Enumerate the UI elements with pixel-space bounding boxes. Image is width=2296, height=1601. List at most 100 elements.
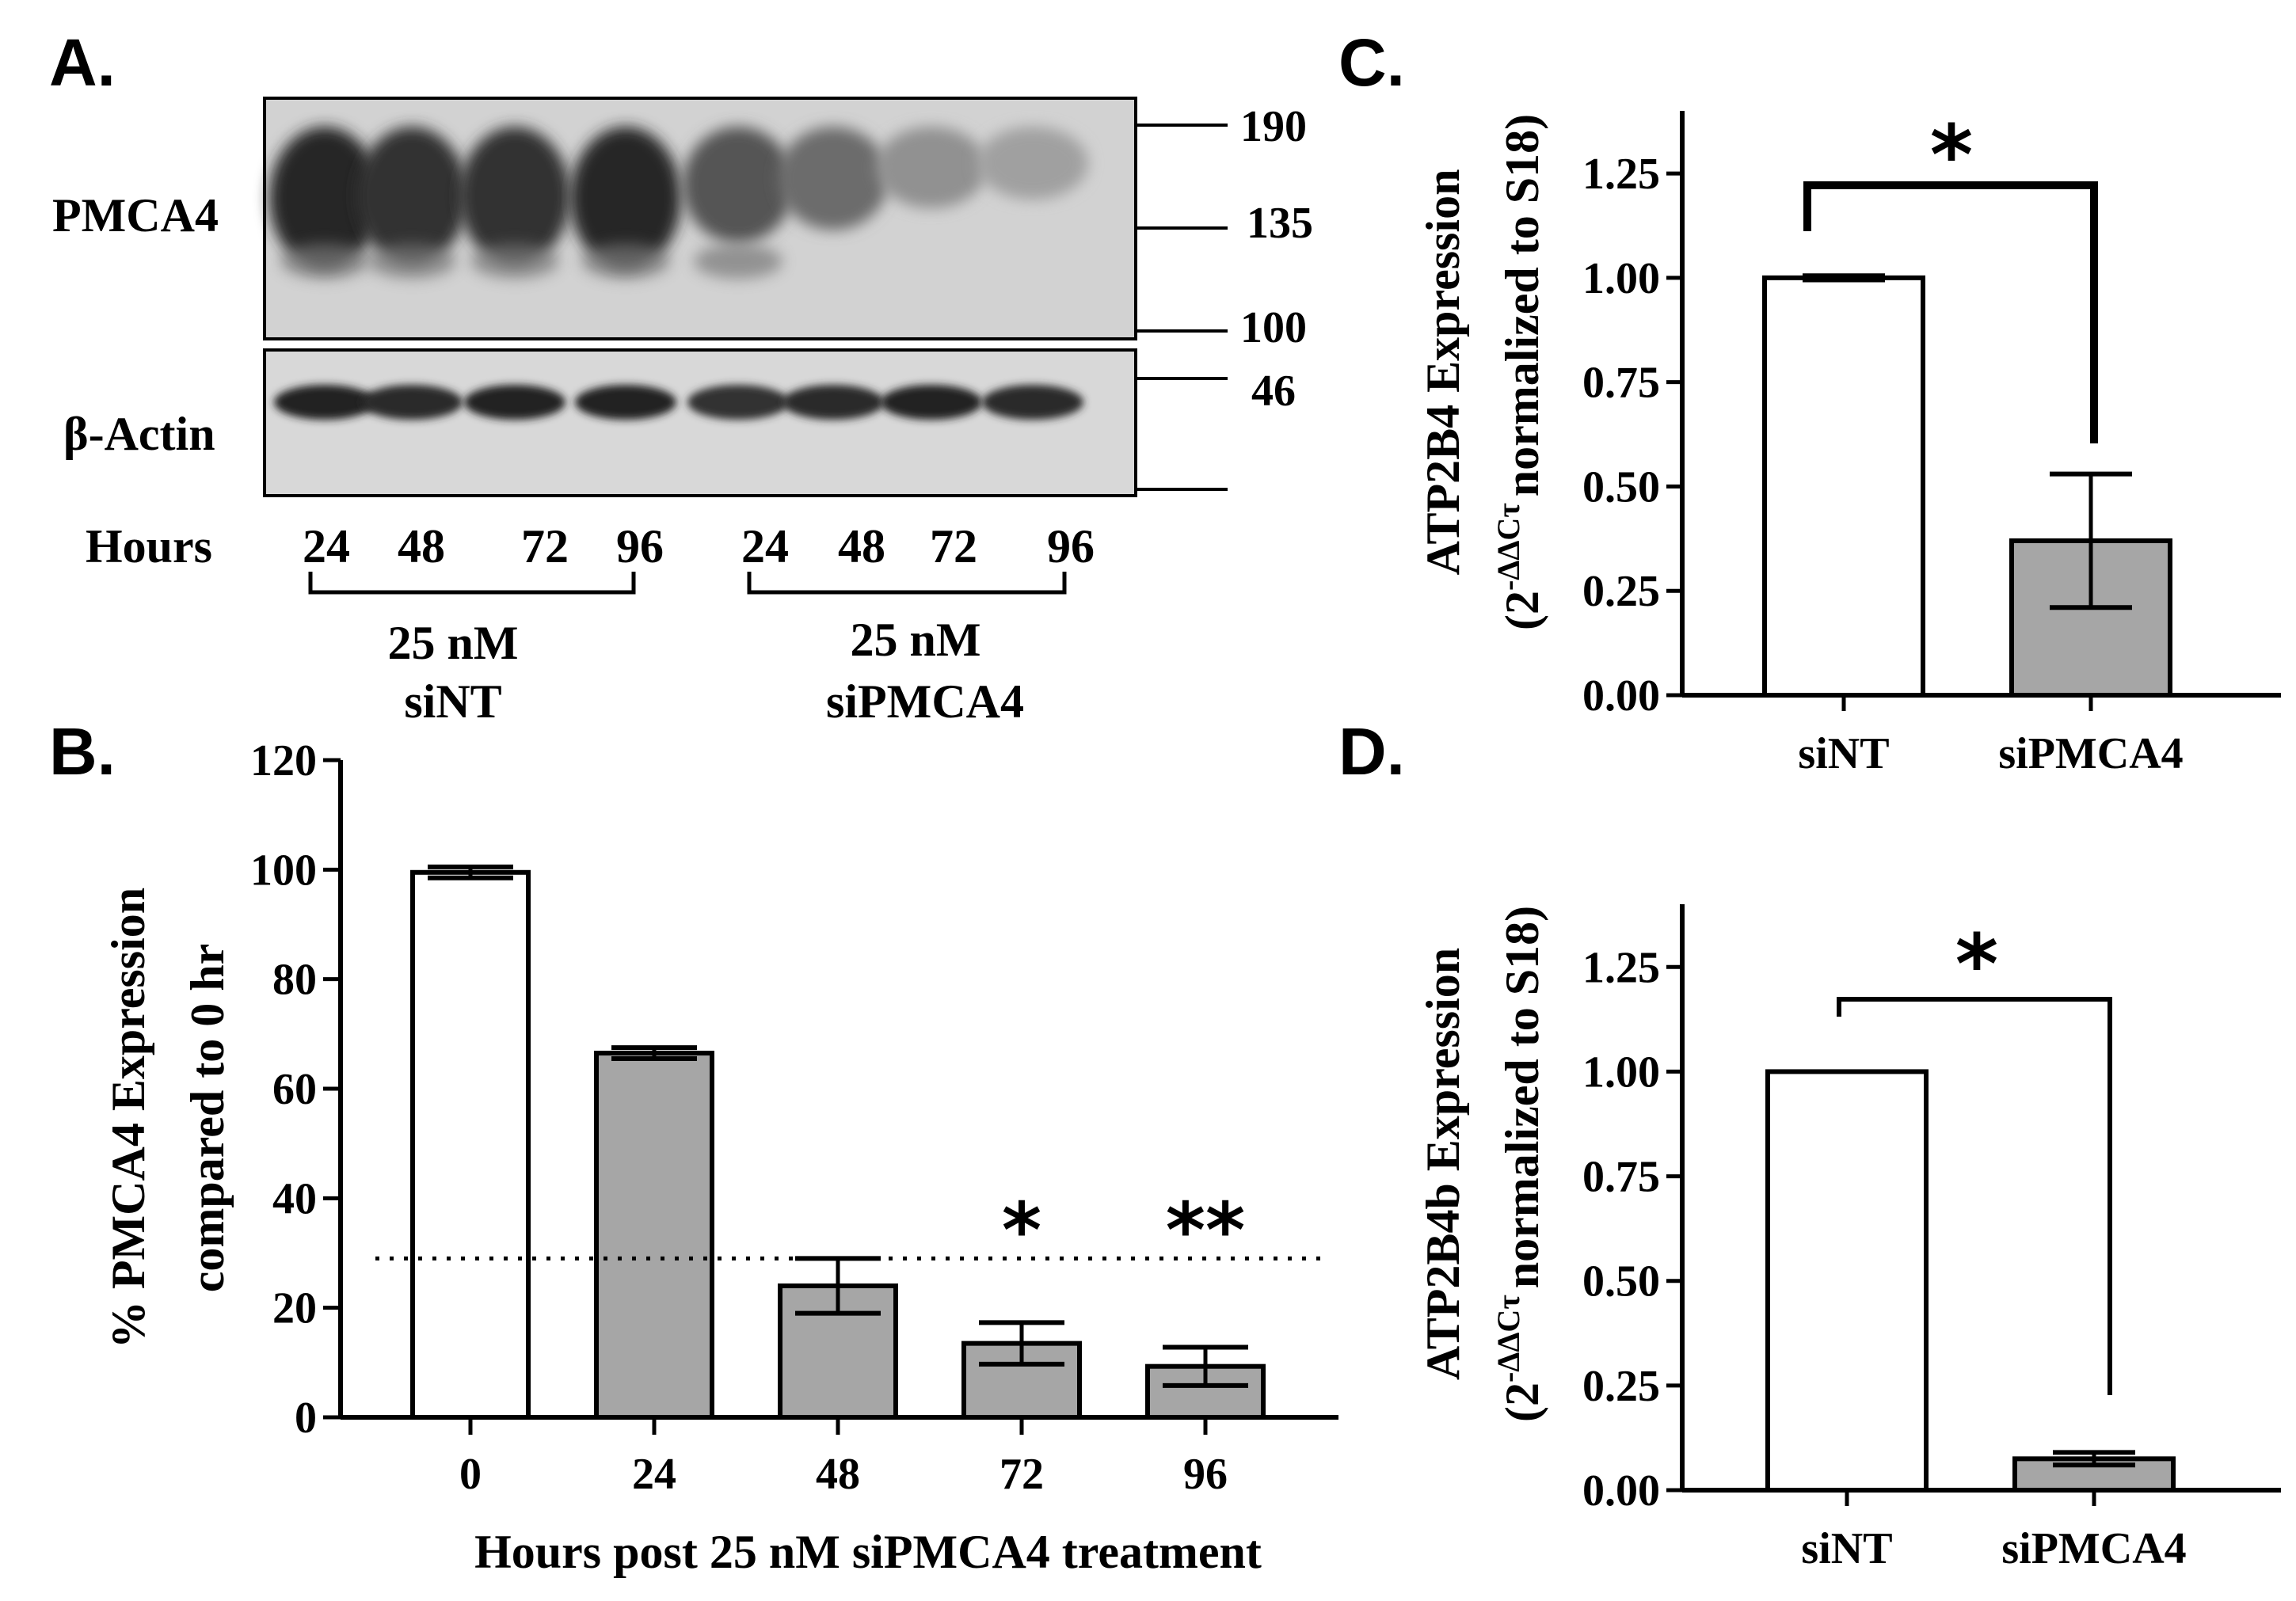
marker-label-46: 46: [1251, 367, 1296, 416]
pmca4-blot: [263, 97, 1137, 340]
pmca4-band-5: [683, 127, 794, 243]
chart-c-ylabel-suffix: normalized to S18): [1496, 114, 1548, 496]
chart-b-significance-72: *: [1002, 1186, 1041, 1275]
lane-label-6: 48: [838, 520, 885, 572]
chart-d-ytick-label-3: 0.75: [1582, 1153, 1660, 1202]
chart-b-xtick-label-24: 24: [632, 1450, 676, 1499]
pmca4-label: PMCA4: [52, 189, 219, 241]
panel-d-letter: D.: [1338, 714, 1405, 789]
hours-label: Hours: [86, 520, 212, 572]
chart-b-xtick-label-96: 96: [1183, 1450, 1228, 1499]
chart-c-ylabel-line2: (2-ΔΔCτ normalized to S18): [1491, 114, 1548, 630]
chart-c-ylabel-prefix: (2: [1496, 591, 1548, 630]
marker-label-100: 100: [1240, 303, 1307, 352]
chart-b-ytick-label-4: 80: [272, 956, 317, 1005]
chart-d-ylabel-line1: ATP2B4b Expression: [1417, 948, 1469, 1380]
group2-line1: 25 nM: [851, 614, 981, 666]
chart-c-significance-bracket: [1803, 181, 2098, 443]
pmca4-lower-band-1: [280, 244, 369, 279]
actin-band-1: [274, 385, 375, 420]
chart-c-ylabel-sup: -ΔΔCτ: [1491, 503, 1526, 591]
actin-band-2: [361, 385, 463, 420]
pmca4-lower-band-5: [694, 244, 782, 279]
chart-b-ylabel-line1: % PMCA4 Expression: [102, 888, 154, 1348]
actin-label: β-Actin: [63, 408, 215, 460]
chart-c-xtick-label-siNT: siNT: [1798, 729, 1889, 778]
group-bracket-sint: [308, 572, 636, 595]
chart-d-ytick-label-0: 0.00: [1582, 1466, 1660, 1515]
actin-band-3: [464, 385, 565, 420]
chart-c-ytick-label-5: 1.25: [1582, 150, 1660, 199]
panel-b: B. % PMCA4 Expression compared to 0 hr 0…: [49, 714, 1338, 1578]
chart-c-bar-siNT: [1762, 275, 1925, 698]
chart-d-xtick-label-siPMCA4: siPMCA4: [2001, 1524, 2186, 1573]
chart-d-ylabel-sup: -ΔΔCτ: [1491, 1295, 1526, 1382]
chart-b-ytick-label-2: 40: [272, 1174, 317, 1223]
group1-line2: siNT: [404, 675, 501, 728]
chart-b-xtick-label-0: 0: [459, 1450, 482, 1499]
chart-b-bar-24: [594, 1051, 714, 1420]
actin-band-7: [881, 385, 982, 420]
chart-d-xtick-label-siNT: siNT: [1801, 1524, 1892, 1573]
chart-b-bar-0: [410, 869, 531, 1420]
pmca4-band-3: [459, 127, 570, 265]
pmca4-band-1: [269, 127, 380, 269]
chart-b-ytick-label-6: 120: [250, 736, 317, 785]
chart-c-ytick-label-2: 0.50: [1582, 462, 1660, 511]
group-bracket-sipmca4: [747, 572, 1067, 595]
pmca4-band-4: [570, 127, 681, 269]
chart-c-significance-star: *: [1930, 107, 1973, 203]
chart-b-ytick-label-5: 100: [250, 846, 317, 895]
actin-band-6: [782, 385, 884, 420]
chart-b-xtick-label-72: 72: [1000, 1450, 1044, 1499]
chart-b-significance-96: **: [1166, 1186, 1245, 1275]
lane-label-3: 72: [521, 520, 569, 572]
pmca4-lower-band-2: [367, 244, 456, 279]
pmca4-lower-band-3: [470, 244, 559, 279]
chart-d-ylabel-prefix: (2: [1496, 1382, 1548, 1422]
lane-label-2: 48: [398, 520, 445, 572]
chart-c-ytick-label-0: 0.00: [1582, 671, 1660, 721]
lane-labels: 24 48 72 96 24 48 72 96: [303, 520, 1095, 572]
panel-a: A. PMCA4 β-Actin 190 135 100 46 Hours 24…: [49, 25, 1313, 728]
actin-band-5: [687, 385, 789, 420]
actin-band-4: [575, 385, 676, 420]
chart-c-ytick-label-1: 0.25: [1582, 567, 1660, 616]
actin-bands: [274, 385, 1083, 420]
chart-d-ylabel-line2: (2-ΔΔCτ normalized to S18): [1491, 906, 1548, 1422]
chart-b-ylabel-line2: compared to 0 hr: [181, 944, 234, 1293]
pmca4-band-8: [977, 127, 1088, 200]
panel-d: D. ATP2B4b Expression (2-ΔΔCτ normalized …: [1338, 714, 2281, 1573]
panel-c-letter: C.: [1338, 25, 1405, 100]
chart-c-xtick-label-siPMCA4: siPMCA4: [1998, 729, 2183, 778]
actin-band-8: [982, 385, 1083, 420]
pmca4-lower-band-4: [581, 244, 670, 279]
actin-blot-frame: [263, 348, 1137, 497]
lane-label-5: 24: [741, 520, 789, 572]
pmca4-band-6: [778, 127, 889, 230]
chart-b-ytick-label-0: 0: [295, 1394, 317, 1443]
marker-label-190: 190: [1240, 102, 1307, 151]
chart-d-ytick-label-1: 0.25: [1582, 1362, 1660, 1411]
chart-d-significance-star: *: [1955, 916, 1998, 1013]
pmca4-band-2: [356, 127, 467, 265]
marker-label-135: 135: [1247, 199, 1313, 248]
chart-b-ytick-label-3: 60: [272, 1065, 317, 1114]
chart-c-ytick-label-3: 0.75: [1582, 359, 1660, 408]
chart-c-ytick-label-4: 1.00: [1582, 254, 1660, 303]
group1-line1: 25 nM: [388, 617, 519, 669]
pmca4-bands: [269, 127, 1088, 279]
pmca4-band-7: [876, 127, 987, 208]
chart-b-ytick-label-1: 20: [272, 1284, 317, 1333]
panel-a-letter: A.: [49, 25, 116, 100]
chart-b-xtick-label-48: 48: [816, 1450, 860, 1499]
chart-d-ytick-label-4: 1.00: [1582, 1048, 1660, 1097]
chart-d-ylabel-suffix: normalized to S18): [1496, 906, 1548, 1288]
chart-d-bar-siNT: [1765, 1069, 1929, 1493]
panel-b-letter: B.: [49, 714, 116, 789]
chart-d-significance-bracket: [1837, 997, 2112, 1395]
chart-b-xlabel: Hours post 25 nM siPMCA4 treatment: [474, 1526, 1262, 1578]
lane-label-1: 24: [303, 520, 350, 572]
chart-d: 0.00 0.25 0.50 0.75 1.00 1.25 siNT siPMCA4 *: [1582, 904, 2281, 1573]
